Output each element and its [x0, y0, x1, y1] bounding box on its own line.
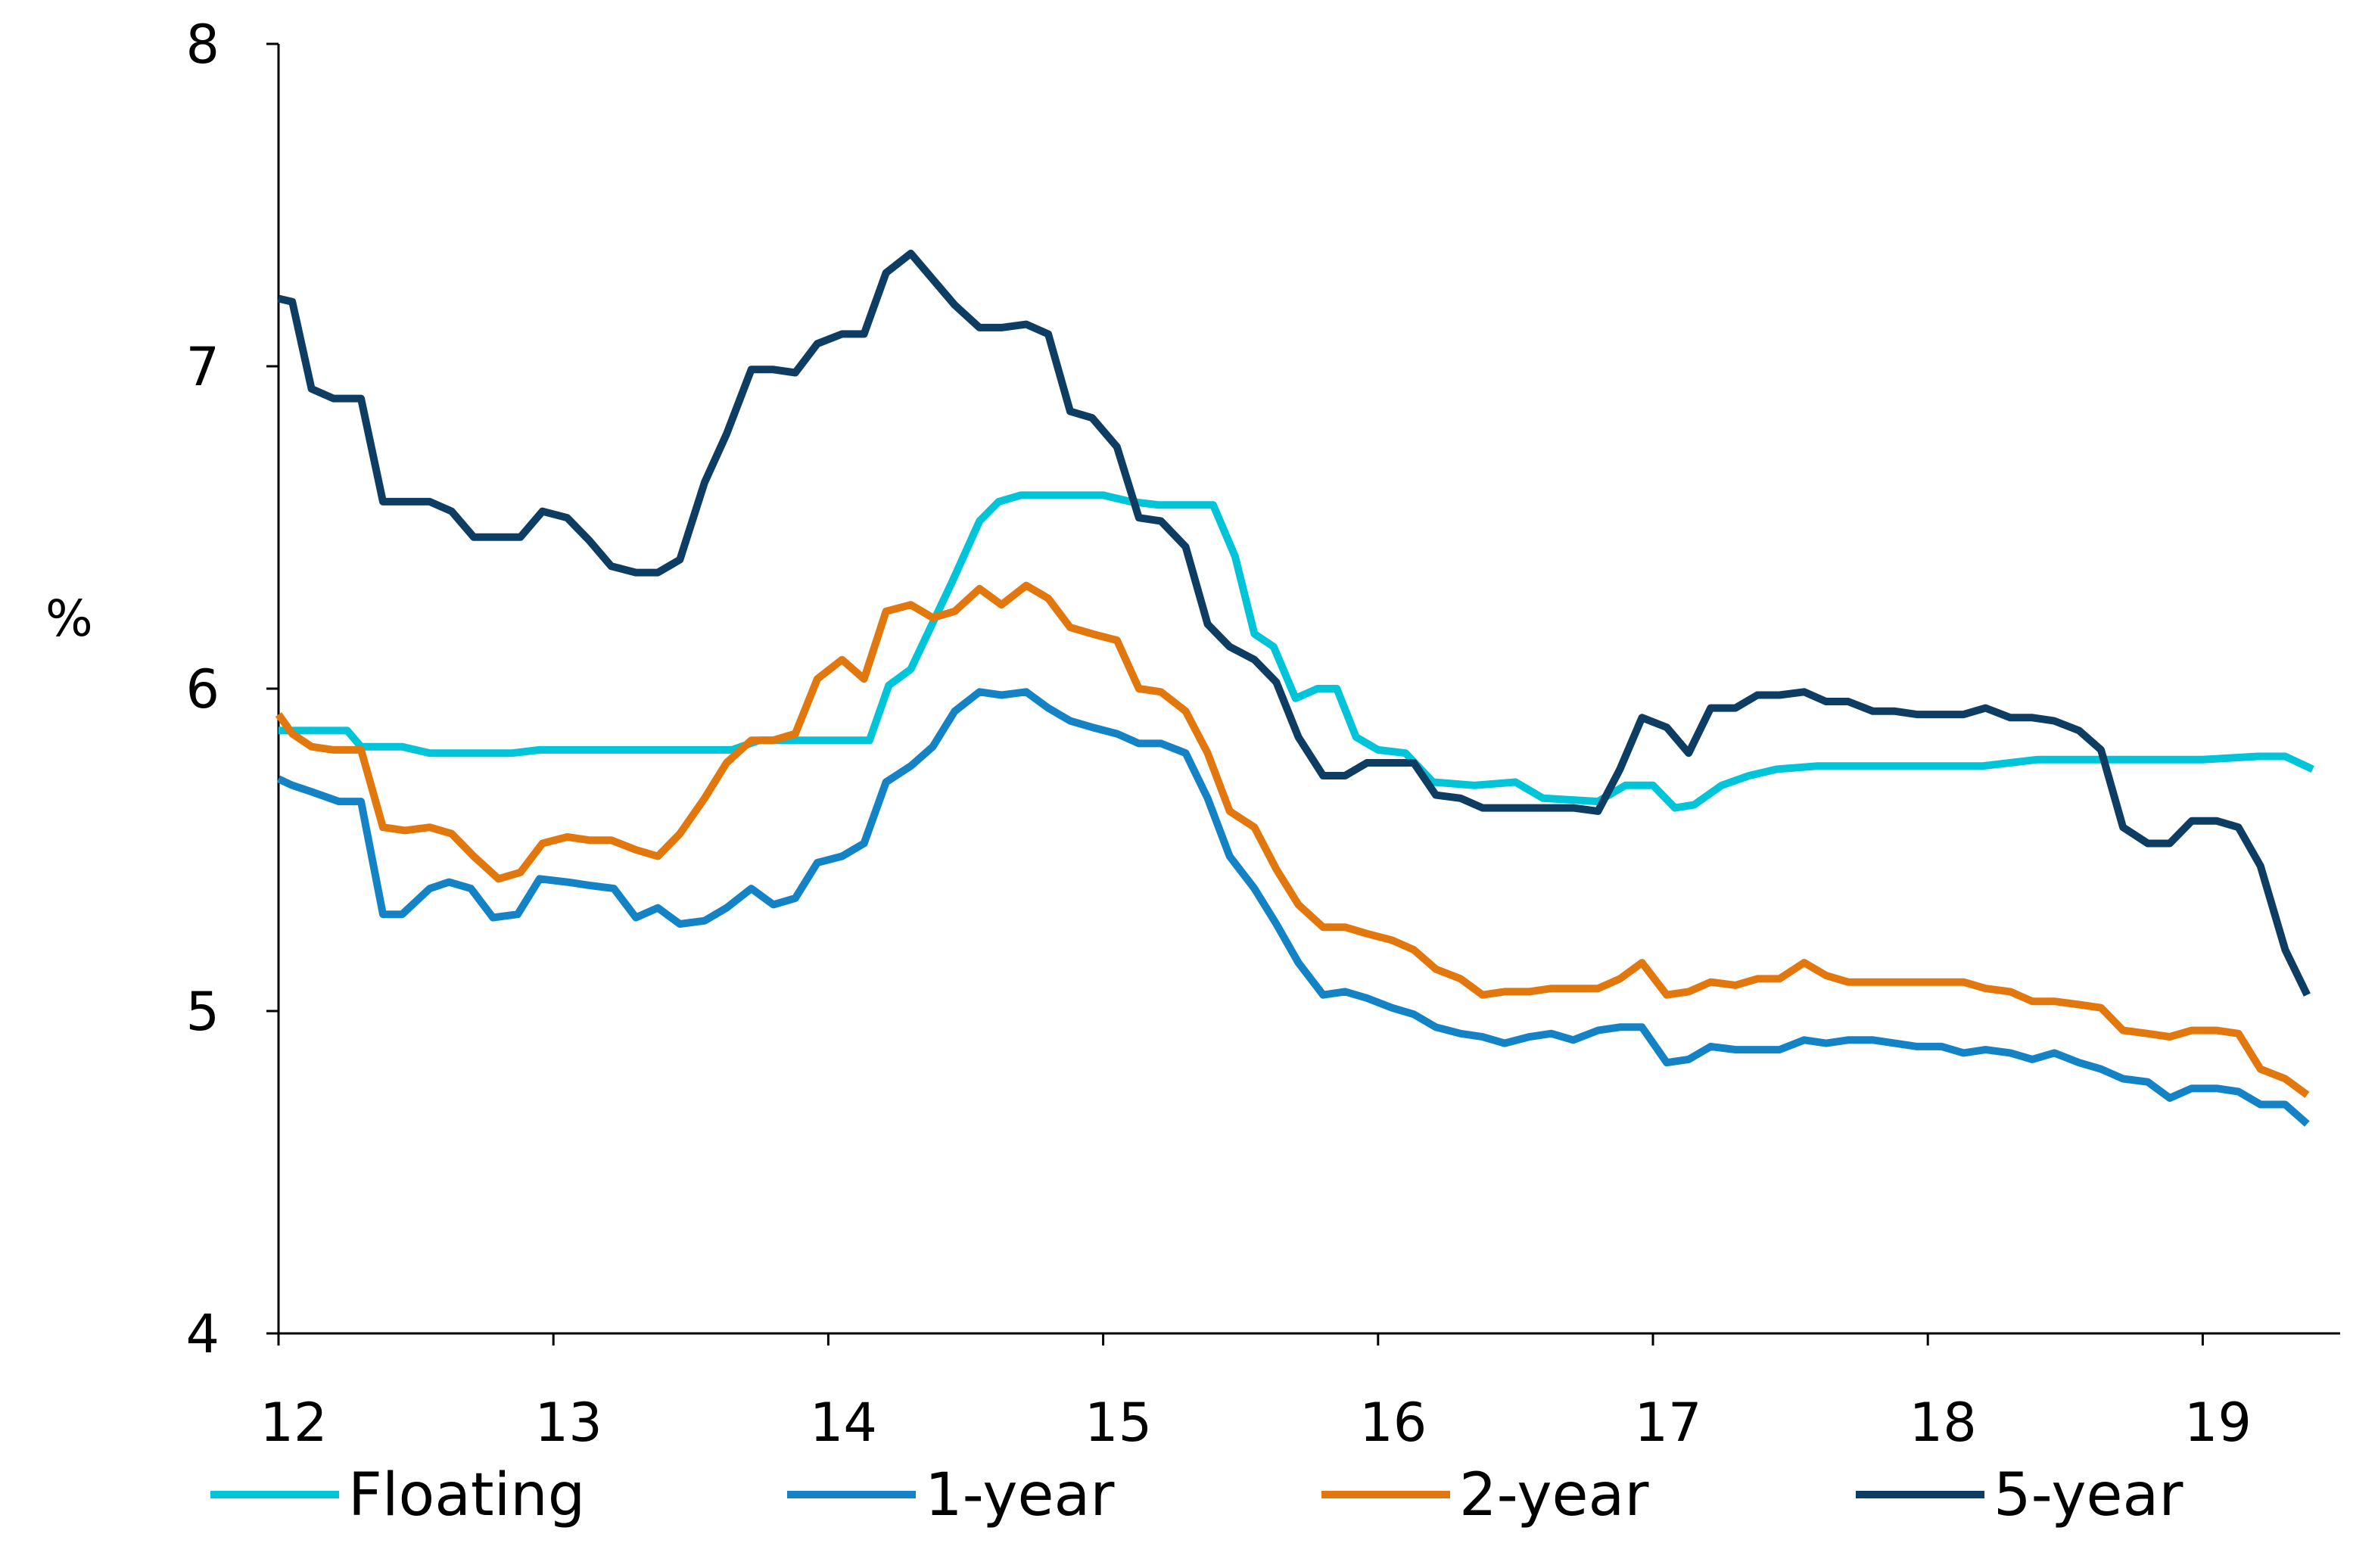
series-line-1-year: [276, 688, 2310, 1127]
x-tick-label: 17: [1634, 1392, 1701, 1454]
x-ticks: 12 13 14 15 16 17 18 19: [260, 1333, 2252, 1454]
y-tick-label: 6: [185, 658, 219, 720]
series-line-2-year: [275, 581, 2310, 1098]
legend-label-2-year: 2-year: [1459, 1461, 1649, 1529]
x-tick-label: 12: [260, 1392, 327, 1454]
x-tick-label: 13: [535, 1392, 602, 1454]
series-group: [275, 249, 2314, 1127]
y-ticks: 4 5 6 7 8: [185, 14, 279, 1365]
series-line-5-year: [277, 249, 2311, 997]
x-tick-label: 14: [810, 1392, 877, 1454]
legend-label-5-year: 5-year: [1994, 1461, 2183, 1529]
y-tick-label: 5: [185, 981, 219, 1043]
series-line-floating: [279, 491, 2314, 812]
legend-label-1-year: 1-year: [925, 1461, 1115, 1529]
legend-label-floating: Floating: [348, 1461, 585, 1529]
y-tick-label: 8: [185, 14, 219, 76]
x-tick-label: 16: [1359, 1392, 1427, 1454]
x-tick-label: 18: [1910, 1392, 1977, 1454]
y-axis-label: %: [45, 590, 93, 648]
x-tick-label: 15: [1085, 1392, 1152, 1454]
x-tick-label: 19: [2184, 1392, 2252, 1454]
y-tick-label: 4: [185, 1303, 219, 1365]
y-tick-label: 7: [185, 336, 219, 398]
legend: Floating 1-year 2-year 5-year: [210, 1461, 2183, 1529]
